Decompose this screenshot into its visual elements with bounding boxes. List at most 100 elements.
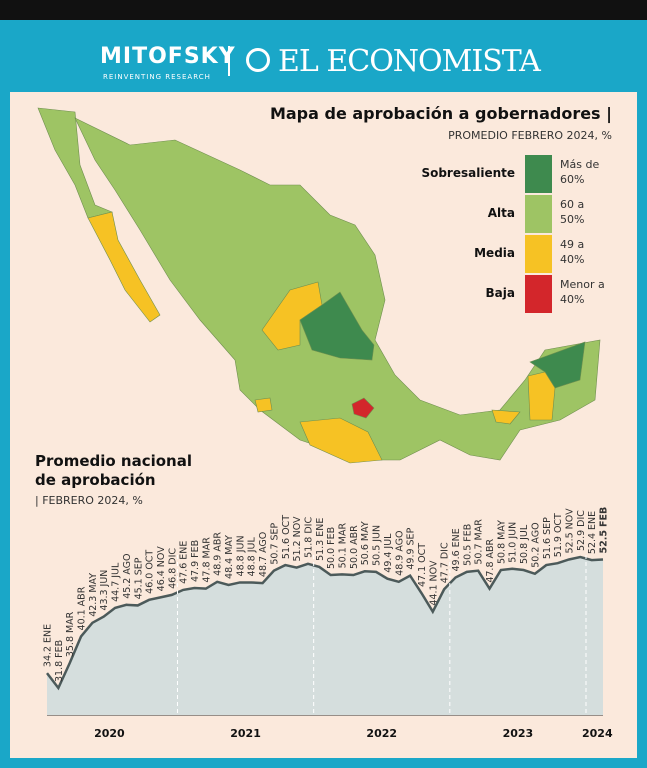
value-label: 49.9	[406, 548, 417, 569]
year-label: 2020	[94, 727, 125, 740]
value-label: 35.8	[65, 636, 76, 657]
data-label: 46.4 NOV	[156, 546, 167, 592]
month-label: JUN	[235, 535, 246, 553]
state	[529, 341, 586, 389]
month-label: ENE	[451, 528, 462, 547]
legend-label: Alta	[487, 206, 515, 220]
month-label: MAY	[360, 521, 371, 541]
month-label: JUN	[508, 522, 519, 540]
brand: MITOFSKY	[100, 44, 236, 69]
value-label: 51.0	[508, 542, 519, 563]
year-label: 2024	[582, 727, 613, 740]
data-label: 43.3JUN	[99, 570, 110, 611]
month-label: OCT	[145, 550, 156, 570]
month-label: JUL	[247, 537, 258, 554]
logo-icon	[246, 48, 270, 72]
value-label: 48.9	[394, 555, 405, 576]
chart-subtitle-text: FEBRERO 2024, %	[42, 494, 143, 507]
value-label: 44.1	[428, 584, 439, 605]
value-label: 51.8	[303, 537, 314, 558]
month-label: SEP	[406, 527, 417, 545]
month-label: ABR	[77, 586, 88, 606]
data-label: 52.9 DIC	[576, 510, 587, 551]
data-label: 51.9 OCT	[553, 513, 564, 557]
partner: EL ECONOMISTA	[278, 44, 541, 79]
data-label: 51.0 JUN	[508, 522, 519, 563]
state	[254, 397, 273, 413]
month-label: DIC	[440, 542, 451, 559]
value-label: 47.7	[440, 562, 451, 583]
data-label: 50.7 SEP	[269, 522, 280, 564]
month-label: JUN	[372, 525, 383, 543]
month-label: OCT	[281, 515, 292, 535]
month-label: AGO	[122, 553, 133, 574]
legend-range: Menor a 40%	[560, 278, 605, 306]
legend-range: 49 a 40%	[560, 238, 585, 266]
month-label: ENE	[179, 541, 190, 560]
data-label: 51.3 ENE	[315, 518, 326, 561]
chart-title: Promedio nacional de aprobación	[35, 452, 192, 489]
data-label: 50.8 JUL	[519, 524, 530, 564]
data-label: 45.2 AGO	[122, 553, 133, 598]
data-label: 34.2 ENE	[43, 624, 54, 667]
value-label: 50.6	[360, 544, 371, 565]
month-label: DIC	[576, 510, 587, 527]
value-label: 48.4	[224, 558, 235, 579]
legend-swatch	[525, 275, 552, 313]
month-label: MAR	[338, 523, 349, 545]
data-label: 50.6 MAY	[360, 521, 371, 565]
data-label: 49.6 ENE	[451, 528, 462, 571]
month-label: DIC	[303, 517, 314, 534]
value-label: 47.8	[201, 562, 212, 583]
data-label: 51.2 NOV	[292, 516, 303, 562]
month-label: FEB	[599, 507, 610, 527]
month-label: ENE	[587, 511, 598, 530]
data-label: 45.1 SEP	[133, 557, 144, 599]
month-label: ABR	[485, 538, 496, 558]
month-label: JUL	[111, 562, 122, 579]
value-label: 49.4	[383, 552, 394, 573]
area	[47, 557, 603, 715]
data-label: 49.9 SEP	[406, 527, 417, 569]
legend-range: Más de 60%	[560, 158, 600, 186]
value-label: 46.4	[156, 570, 167, 591]
month-label: NOV	[564, 508, 575, 529]
month-label: SEP	[133, 557, 144, 575]
month-label: DIC	[167, 548, 178, 565]
data-label: 50.7 MAR	[474, 519, 485, 565]
month-label: NOV	[428, 560, 439, 581]
value-label: 45.2	[122, 578, 133, 599]
data-label: 40.1 ABR	[77, 586, 88, 630]
month-label: ABR	[349, 525, 360, 545]
value-label: 52.5	[599, 530, 610, 553]
value-label: 34.2	[43, 646, 54, 667]
map	[37, 107, 601, 464]
data-label: 48.7 AGO	[258, 532, 269, 577]
value-label: 40.1	[77, 609, 88, 630]
value-label: 50.5	[462, 545, 473, 566]
data-label: 47.6 ENE	[179, 541, 190, 584]
data-label: 48.9 AGO	[394, 531, 405, 576]
month-label: MAY	[88, 573, 99, 593]
year-label: 2023	[503, 727, 534, 740]
month-label: FEB	[54, 640, 65, 658]
value-label: 48.7	[258, 556, 269, 577]
month-label: MAR	[65, 611, 76, 633]
data-label: 47.8 ABR	[485, 538, 496, 582]
data-label: 50.2 AGO	[530, 522, 541, 567]
data-label: 50.5 JUN	[372, 525, 383, 566]
legend-range: 60 a 50%	[560, 198, 585, 226]
chart-subtitle: | FEBRERO 2024, %	[35, 494, 143, 507]
value-label: 51.9	[553, 536, 564, 557]
month-label: OCT	[553, 513, 564, 533]
legend-label: Media	[474, 246, 515, 260]
value-label: 52.9	[576, 530, 587, 551]
data-label: 50.1 MAR	[338, 523, 349, 569]
month-label: NOV	[292, 516, 303, 537]
month-label: JUL	[519, 524, 530, 541]
value-label: 47.9	[190, 561, 201, 582]
legend-swatch	[525, 235, 552, 273]
value-label: 48.9	[213, 555, 224, 576]
